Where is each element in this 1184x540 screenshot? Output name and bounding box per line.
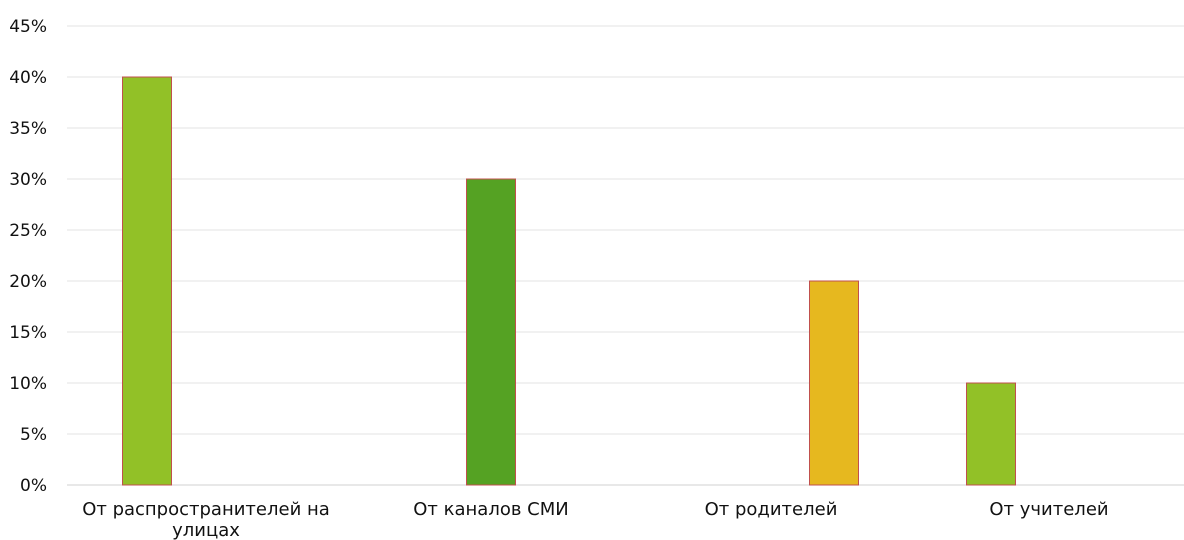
gridlines (67, 25, 1184, 486)
y-tick-label: 40% (9, 68, 47, 88)
y-tick-label: 45% (9, 17, 47, 37)
y-tick-label: 30% (9, 170, 47, 190)
x-category-label: От распространителей на улицах (82, 499, 330, 540)
x-category-label-line: улицах (172, 520, 240, 540)
y-axis-tick-labels: 0% 5% 10% 15% 20% 25% 30% 35% 40% 45% (9, 17, 47, 496)
y-tick-label: 35% (9, 119, 47, 139)
y-tick-label: 0% (20, 476, 47, 496)
x-category-label-line: От учителей (989, 499, 1108, 520)
bar (809, 280, 859, 486)
y-tick-label: 20% (9, 272, 47, 292)
x-category-label-line: От каналов СМИ (413, 499, 569, 520)
x-category-label: От родителей (705, 499, 838, 520)
x-category-label: От каналов СМИ (413, 499, 569, 520)
bar (466, 178, 516, 486)
x-category-label-line: От родителей (705, 499, 838, 520)
bar (122, 76, 172, 486)
y-tick-label: 5% (20, 425, 47, 445)
y-tick-label: 25% (9, 221, 47, 241)
x-category-label: От учителей (989, 499, 1108, 520)
bars (122, 76, 1016, 486)
x-axis-category-labels: От распространителей на улицах От каналов … (82, 499, 1108, 540)
y-tick-label: 15% (9, 323, 47, 343)
y-tick-label: 10% (9, 374, 47, 394)
bar (966, 382, 1016, 486)
x-category-label-line: От распространителей на (82, 499, 330, 520)
